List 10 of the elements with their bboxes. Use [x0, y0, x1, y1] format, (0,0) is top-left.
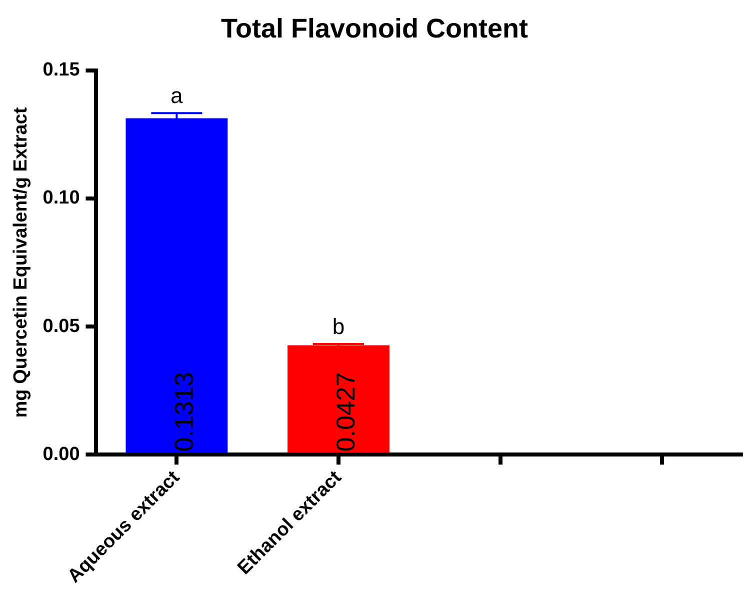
- y-tick-label: 0.10: [42, 188, 80, 209]
- y-tick-label: 0.00: [42, 444, 80, 465]
- annotation: b: [332, 314, 345, 339]
- y-axis-title: mg Quercetin Equivalent/g Extract: [10, 106, 32, 418]
- y-tick-label: 0.15: [42, 60, 80, 81]
- data-label: 0.0427: [330, 372, 361, 452]
- data-label: 0.1313: [168, 372, 199, 452]
- y-tick-label: 0.05: [42, 316, 80, 337]
- annotation: a: [170, 83, 184, 108]
- chart-title: Total Flavonoid Content: [221, 14, 528, 44]
